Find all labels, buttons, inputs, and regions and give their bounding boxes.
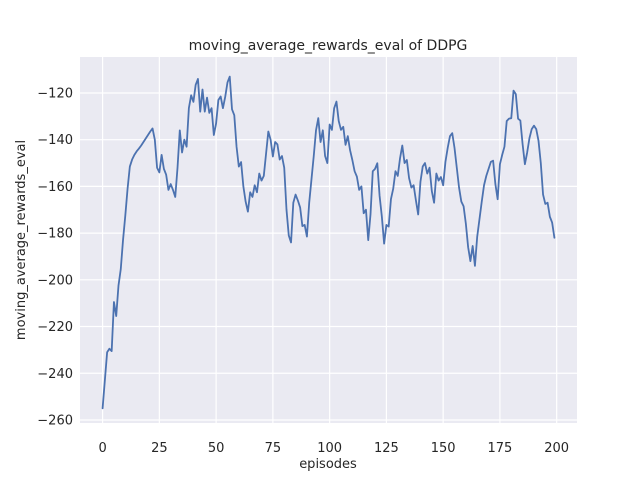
series-group [101, 75, 556, 410]
chart-title: moving_average_rewards_eval of DDPG [189, 38, 468, 54]
tick-labels: 0 25 50 75 100 125 150 175 200 −260 −240 −220 −200 −1… [37, 86, 569, 456]
y-tick-label: −120 [37, 86, 73, 101]
plot-area [80, 57, 577, 423]
x-tick-label: 75 [265, 441, 282, 456]
y-tick-label: −180 [37, 227, 73, 242]
y-tick-label: −240 [37, 367, 73, 382]
x-tick-label: 175 [488, 441, 513, 456]
x-tick-label: 125 [374, 441, 399, 456]
y-tick-label: −260 [37, 413, 73, 428]
x-tick-label: 200 [544, 441, 569, 456]
x-tick-label: 150 [431, 441, 456, 456]
x-tick-label: 50 [208, 441, 225, 456]
grid [80, 57, 577, 423]
x-axis-label: episodes [299, 457, 357, 472]
series-line-moving_average_rewards_eval [101, 75, 556, 410]
y-tick-label: −220 [37, 320, 73, 335]
y-tick-label: −200 [37, 273, 73, 288]
y-tick-label: −140 [37, 133, 73, 148]
x-tick-label: 25 [151, 441, 168, 456]
y-axis-label: moving_average_rewards_eval [14, 140, 29, 340]
x-tick-label: 0 [98, 441, 106, 456]
y-tick-label: −160 [37, 180, 73, 195]
x-tick-label: 100 [317, 441, 342, 456]
